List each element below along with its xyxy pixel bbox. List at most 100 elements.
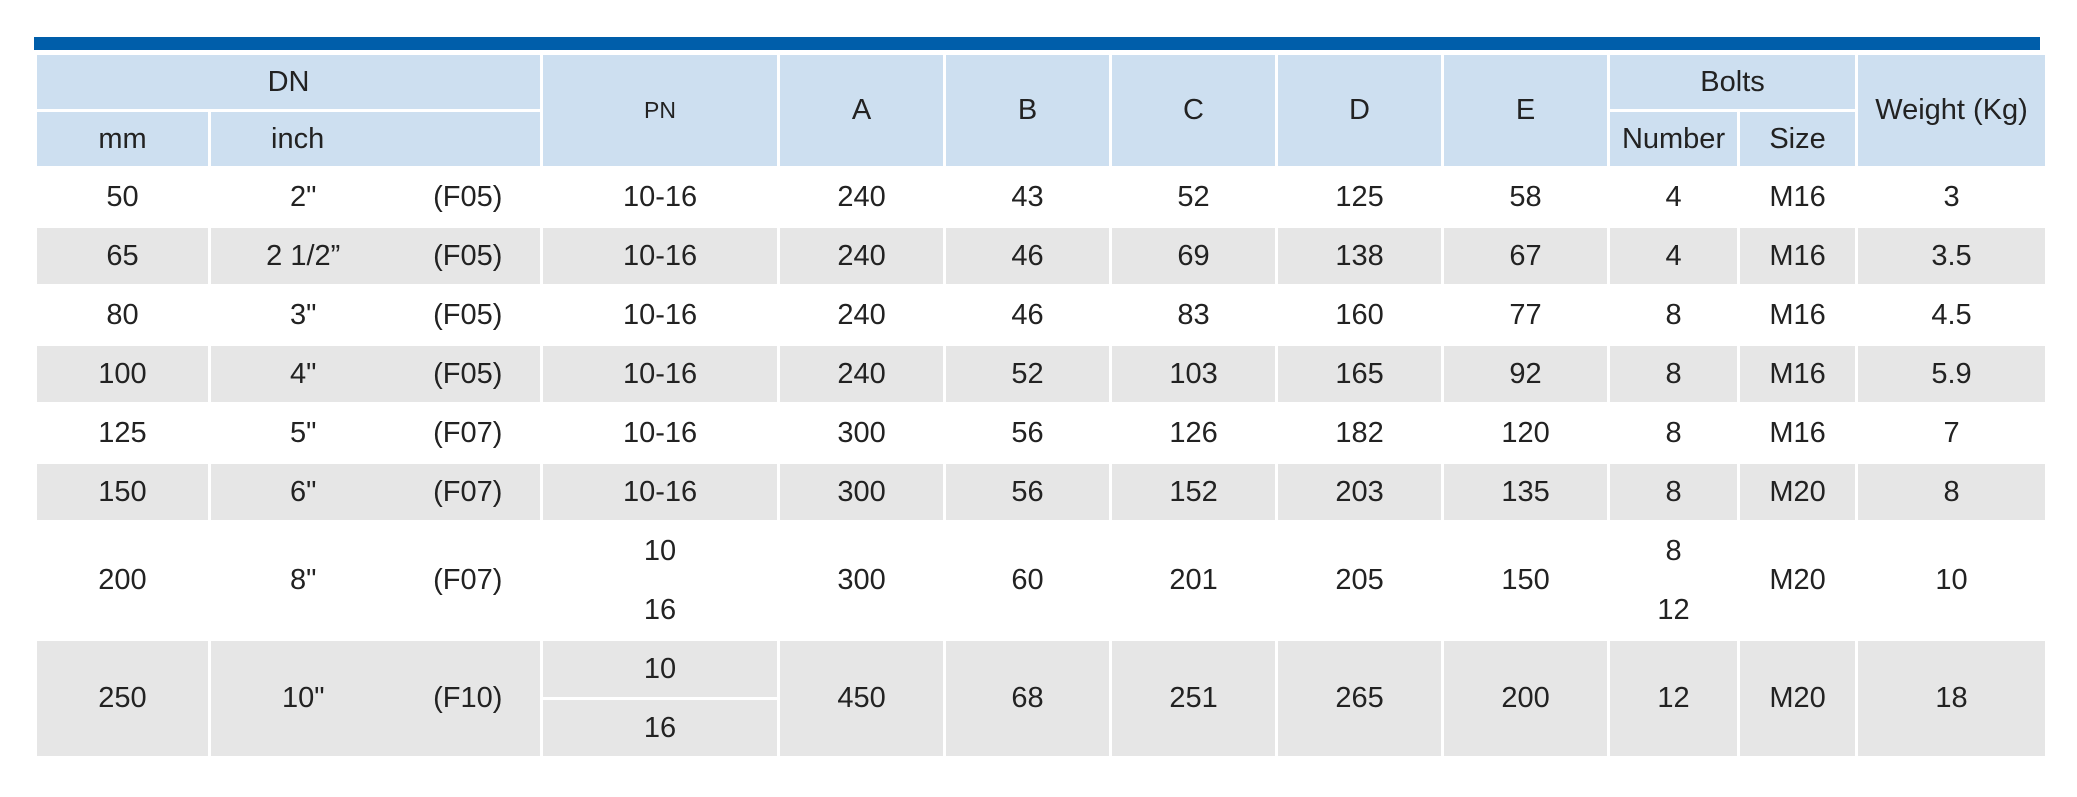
- table-cell: 4: [1607, 225, 1741, 287]
- table-cell: (F10): [395, 638, 544, 759]
- table-cell: 450: [777, 638, 947, 759]
- table-cell: (F07): [395, 402, 544, 464]
- spec-table: DN PN A B C D E Bolts Weight (Kg) mm inc…: [33, 52, 2049, 759]
- header-cell: inch: [207, 109, 544, 169]
- table-cell: 46: [943, 284, 1113, 346]
- table-cell: 165: [1275, 343, 1445, 405]
- table-cell: 265: [1275, 638, 1445, 759]
- table-cell: 56: [943, 461, 1113, 523]
- table-cell: M16: [1737, 343, 1859, 405]
- table-cell: M16: [1737, 402, 1859, 464]
- table-cell: 138: [1275, 225, 1445, 287]
- table-body: 50 2" (F05) 10-16 240 43 52 125 58 4 M16 3 65 2 1/2”(…: [34, 166, 2049, 759]
- table-cell: 12: [1607, 579, 1741, 641]
- table-cell: 77: [1441, 284, 1611, 346]
- table-cell: 46: [943, 225, 1113, 287]
- table-cell: 300: [777, 520, 947, 641]
- table-cell: 4.5: [1855, 284, 2049, 346]
- table-cell: 2": [208, 166, 396, 228]
- table-cell: (F07): [395, 461, 544, 523]
- table-cell: 300: [777, 402, 947, 464]
- header-cell: E: [1441, 52, 1611, 169]
- table-row: 16 12: [36, 579, 2047, 641]
- table-cell: 126: [1109, 402, 1279, 464]
- table-cell: 160: [1275, 284, 1445, 346]
- table-row: 65 2 1/2” (F05) 10-16 240 46 69 138 67 4 M16 3.5: [34, 225, 2049, 287]
- table-cell: 7: [1855, 402, 2049, 464]
- table-cell: 4: [1607, 166, 1741, 228]
- table-cell: 200: [1441, 638, 1611, 759]
- table-cell: 125: [1275, 166, 1445, 228]
- table-cell: 100: [34, 343, 211, 405]
- table-cell: 8: [1607, 461, 1741, 523]
- table-cell: 150: [34, 461, 211, 523]
- table-cell: 125: [34, 402, 211, 464]
- table-cell: 3": [208, 284, 396, 346]
- header-cell: mm: [34, 109, 211, 169]
- header-cell: DN: [33, 52, 544, 112]
- table-cell: 10: [1855, 520, 2049, 641]
- table-cell: M16: [1737, 225, 1859, 287]
- header-cell: Size: [1737, 109, 1859, 169]
- table-cell: 65: [34, 225, 211, 287]
- table-cell: 16: [540, 579, 781, 641]
- table-cell: 52: [1109, 166, 1279, 228]
- table-cell: M16: [1737, 284, 1859, 346]
- table-cell: 201: [1109, 520, 1279, 641]
- header-cell: B: [943, 52, 1113, 169]
- header-cell: Number: [1607, 109, 1741, 169]
- table-cell: 3: [1855, 166, 2049, 228]
- table-row: 250 10" (F10) 10 450 68 251 265 200 12 M20 18: [34, 638, 2049, 759]
- header-cell: PN: [540, 52, 781, 169]
- table-cell: 69: [1109, 225, 1279, 287]
- table-cell: 50: [34, 166, 211, 228]
- table-cell: 8: [1607, 402, 1741, 464]
- table-cell: 10: [540, 638, 781, 700]
- table-cell: 203: [1275, 461, 1445, 523]
- table-cell: 250: [34, 638, 211, 759]
- table-cell: 16: [540, 697, 781, 759]
- table-cell: 52: [943, 343, 1113, 405]
- table-cell: 12: [1607, 638, 1741, 759]
- table-cell: 67: [1441, 225, 1611, 287]
- table-cell: 251: [1109, 638, 1279, 759]
- table-cell: 200: [34, 520, 211, 641]
- table-cell: 150: [1441, 520, 1611, 641]
- table-cell: 43: [943, 166, 1113, 228]
- table-row: 16: [36, 697, 2047, 759]
- table-row: 125 5" (F07) 10-16 300 56 126 182 120 8 M16 7: [34, 402, 2049, 464]
- table-cell: 10-16: [540, 461, 781, 523]
- table-cell: 10-16: [540, 166, 781, 228]
- table-cell: (F05): [395, 343, 544, 405]
- table-cell: M20: [1737, 638, 1859, 759]
- table-cell: 135: [1441, 461, 1611, 523]
- table-cell: (F05): [395, 225, 544, 287]
- header-cell: Weight (Kg): [1855, 52, 2049, 169]
- header-cell: D: [1275, 52, 1445, 169]
- table-row: 50 2" (F05) 10-16 240 43 52 125 58 4 M16 3: [34, 166, 2049, 228]
- table-cell: (F05): [395, 166, 544, 228]
- table-cell: 56: [943, 402, 1113, 464]
- table-row: 100 4" (F05) 10-16 240 52 103 165 92 8 M16 5.9: [34, 343, 2049, 405]
- table-cell: 10-16: [540, 343, 781, 405]
- table-cell: 240: [777, 166, 947, 228]
- header-cell: C: [1109, 52, 1279, 169]
- table-cell: 83: [1109, 284, 1279, 346]
- table-cell: 8: [1855, 461, 2049, 523]
- header-cell: A: [777, 52, 947, 169]
- table-cell: 5": [208, 402, 396, 464]
- table-cell: 60: [943, 520, 1113, 641]
- table-cell: 18: [1855, 638, 2049, 759]
- table-cell: (F07): [395, 520, 544, 641]
- table-cell: 6": [208, 461, 396, 523]
- table-cell: 8: [1607, 284, 1741, 346]
- table-cell: 80: [34, 284, 211, 346]
- table-cell: 103: [1109, 343, 1279, 405]
- table-cell: 10: [540, 520, 781, 582]
- table-cell: 5.9: [1855, 343, 2049, 405]
- table-cell: 300: [777, 461, 947, 523]
- table-cell: 240: [777, 225, 947, 287]
- table-cell: 92: [1441, 343, 1611, 405]
- table-cell: 10-16: [540, 284, 781, 346]
- table-cell: M16: [1737, 166, 1859, 228]
